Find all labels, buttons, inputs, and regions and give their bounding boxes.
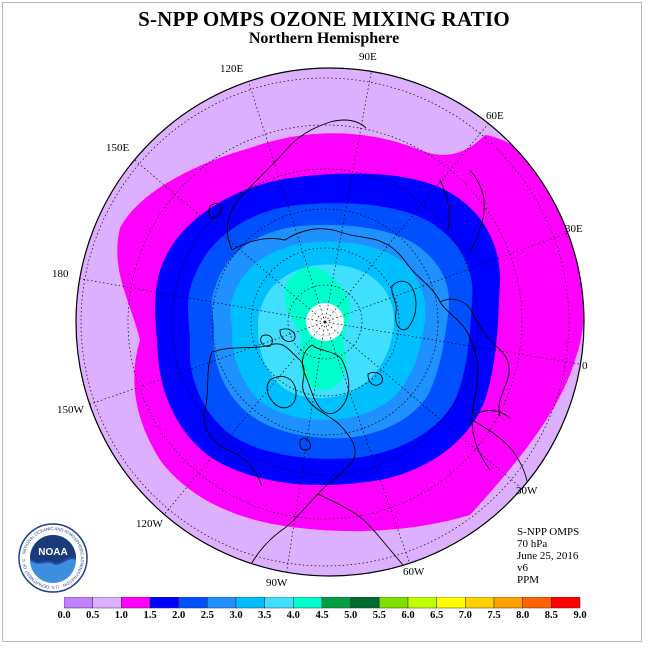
lon-label-150w: 150W (57, 404, 84, 416)
colorbar-tick-label: 1.0 (114, 610, 128, 621)
colorbar-tick-label: 7.5 (487, 610, 501, 621)
colorbar-swatch (235, 597, 265, 609)
colorbar-swatch (207, 597, 237, 609)
colorbar (64, 597, 581, 609)
info-units: PPM (517, 574, 540, 586)
colorbar-tick-label: 3.0 (229, 610, 243, 621)
north-america-coast (203, 343, 356, 567)
lon-label-90w: 90W (266, 577, 288, 589)
lon-label-30w: 30W (516, 485, 538, 497)
pole-hatch (310, 307, 340, 337)
japan-coast (208, 203, 222, 219)
noaa-logo: NOAA NATIONAL OCEANIC AND ATMOSPHERIC AD… (17, 522, 88, 593)
lon-label-120w: 120W (136, 518, 163, 530)
colorbar-swatch (379, 597, 409, 609)
colorbar-tick-label: 4.0 (286, 610, 300, 621)
colorbar-swatch (92, 597, 122, 609)
info-pressure: 70 hPa (517, 538, 548, 550)
lon-label-30e: 30E (565, 223, 583, 235)
colorbar-tick-label: 0.5 (86, 610, 100, 621)
arabia-india-coast (439, 169, 485, 253)
colorbar-tick-label: 4.5 (315, 610, 329, 621)
colorbar-swatch (407, 597, 437, 609)
colorbar-swatch (121, 597, 151, 609)
colorbar-tick-label: 8.0 (516, 610, 530, 621)
colorbar-tick-label: 3.5 (258, 610, 272, 621)
colorbar-swatch (178, 597, 208, 609)
colorbar-swatch (321, 597, 351, 609)
scandinavia-coast (391, 280, 417, 331)
colorbar-tick-label: 0.0 (57, 610, 71, 621)
great-lakes (299, 438, 311, 451)
mediterranean-coast (475, 410, 511, 419)
colorbar-swatch (551, 597, 581, 609)
lon-label-180: 180 (52, 268, 69, 280)
lon-label-60w: 60W (403, 566, 425, 578)
latitude-circles (80, 77, 570, 567)
colorbar-swatch (493, 597, 523, 609)
greenland-coast (301, 344, 350, 415)
iceland-coast (367, 371, 383, 386)
colorbar-swatch (436, 597, 466, 609)
colorbar-swatch (264, 597, 294, 609)
colorbar-tick-label: 2.5 (200, 610, 214, 621)
lon-label-120e: 120E (220, 63, 244, 75)
europe-coast (439, 298, 510, 417)
colorbar-tick-label: 6.0 (401, 610, 415, 621)
colorbar-tick-label: 5.0 (344, 610, 358, 621)
colorbar-tick-label: 6.5 (430, 610, 444, 621)
hudson-bay-coast (266, 376, 297, 409)
meridians (76, 68, 584, 576)
arctic-islands (260, 328, 296, 347)
lon-label-0: 0 (582, 360, 588, 372)
colorbar-swatch (149, 597, 179, 609)
colorbar-tick-label: 9.0 (573, 610, 587, 621)
colorbar-swatch (350, 597, 380, 609)
figure-subtitle: Northern Hemisphere (248, 30, 400, 47)
colorbar-tick-label: 8.5 (544, 610, 558, 621)
colorbar-tick-label: 5.5 (372, 610, 386, 621)
lon-label-60e: 60E (486, 110, 504, 122)
colorbar-tick-label: 2.0 (172, 610, 186, 621)
colorbar-swatch (465, 597, 495, 609)
lon-label-150e: 150E (106, 142, 130, 154)
noaa-logo-text: NOAA (38, 547, 67, 558)
info-version: v6 (517, 562, 528, 574)
colorbar-swatch (64, 597, 93, 609)
colorbar-tick-label: 1.5 (143, 610, 157, 621)
eurasia-coast (231, 228, 491, 471)
figure-frame (2, 2, 642, 642)
colorbar-swatch (522, 597, 552, 609)
info-instrument: S-NPP OMPS (517, 526, 580, 538)
asia-east-coast (226, 119, 367, 251)
map-border (75, 67, 585, 577)
colorbar-swatch (293, 597, 323, 609)
lon-label-90e: 90E (359, 51, 377, 63)
info-date: June 25, 2016 (517, 550, 579, 562)
figure-title: S-NPP OMPS OZONE MIXING RATIO (138, 7, 510, 31)
colorbar-tick-label: 7.0 (458, 610, 472, 621)
